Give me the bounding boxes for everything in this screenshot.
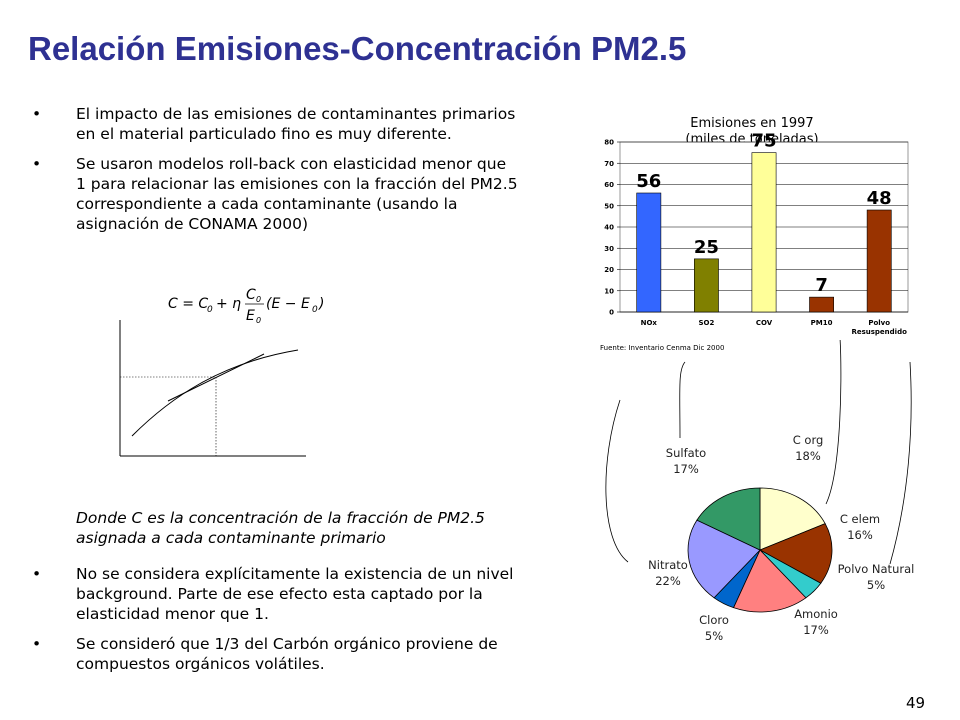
x-tick-label: SO2 <box>698 319 714 327</box>
svg-text:0: 0 <box>312 305 318 315</box>
y-tick-label: 10 <box>604 287 614 295</box>
x-tick-label: Resuspendido <box>851 328 907 336</box>
bar-value-label: 75 <box>751 131 776 152</box>
bullet-list-bottom: No se considera explícitamente la existe… <box>30 564 520 684</box>
pie-label-name: Nitrato <box>648 558 688 572</box>
pie-label-percent: 5% <box>705 629 723 643</box>
pie-slice <box>759 523 833 584</box>
pie-label-percent: 17% <box>673 462 699 476</box>
bar-value-label: 48 <box>867 188 892 209</box>
svg-text:C: C <box>246 287 256 303</box>
pie-label-percent: 5% <box>867 578 885 592</box>
y-tick-label: 20 <box>604 266 614 274</box>
bar-value-label: 25 <box>694 237 719 258</box>
formula-note: Donde C es la concentración de la fracci… <box>76 509 485 547</box>
svg-text:(E − E: (E − E <box>266 296 310 312</box>
pie-label-name: Cloro <box>699 613 729 627</box>
pie-leader-lines <box>605 340 912 565</box>
elasticity-sketch <box>119 320 306 457</box>
pie-label-percent: 18% <box>795 449 821 463</box>
bar <box>636 192 662 313</box>
svg-text:0: 0 <box>207 305 213 315</box>
y-tick-label: 60 <box>604 181 614 189</box>
x-tick-label: PM10 <box>811 319 833 327</box>
bullet-impact: El impacto de las emisiones de contamina… <box>30 104 520 144</box>
bar-chart-source: Fuente: Inventario Cenma Dic 2000 <box>600 344 724 352</box>
bar-chart-title-line1: Emisiones en 1997 <box>690 116 813 131</box>
y-tick-label: 70 <box>604 160 614 168</box>
y-tick-label: 30 <box>604 245 614 253</box>
bar <box>751 152 777 313</box>
slide-title: Relación Emisiones-Concentración PM2.5 <box>28 30 687 67</box>
emissions-bar-chart: Emisiones en 1997 (miles de toneladas) 0… <box>600 116 909 352</box>
pie-label-percent: 22% <box>655 574 681 588</box>
pie-label-name: Polvo Natural <box>838 562 915 576</box>
y-tick-label: 0 <box>609 309 614 317</box>
y-tick-label: 50 <box>604 202 614 210</box>
pie-slice <box>696 487 761 551</box>
bar-value-label: 7 <box>815 275 828 296</box>
bullet-carbon: Se consideró que 1/3 del Carbón orgánico… <box>30 634 520 674</box>
svg-text:0: 0 <box>256 295 261 304</box>
pm25-composition-pie: C org 18% C elem 16% Polvo Natural 5% Amonio 17… <box>605 340 914 643</box>
bullet-list-top: El impacto de las emisiones de contamina… <box>30 104 520 244</box>
svg-text:): ) <box>318 296 324 312</box>
pie-label-percent: 17% <box>803 623 829 637</box>
pie-slice <box>732 549 807 613</box>
pie-slice <box>687 519 761 599</box>
pie-label-name: C elem <box>840 512 880 526</box>
x-tick-label: COV <box>756 319 773 327</box>
svg-text:C = C: C = C <box>168 296 208 312</box>
leader-line <box>889 361 912 565</box>
x-tick-label: NOx <box>641 319 658 327</box>
pie-slices <box>687 487 833 613</box>
leader-line <box>825 340 842 505</box>
x-tick-label: Polvo <box>868 319 890 327</box>
page-number: 49 <box>906 694 926 712</box>
pie-label-name: C org <box>793 433 824 447</box>
bar <box>809 296 834 313</box>
bullet-rollback: Se usaron modelos roll-back con elastici… <box>30 154 520 234</box>
pie-label-percent: 16% <box>847 528 873 542</box>
svg-text:E: E <box>246 308 255 324</box>
y-tick-label: 80 <box>604 139 614 147</box>
pie-slice <box>759 487 826 551</box>
svg-text:+ η: + η <box>216 296 241 312</box>
bar <box>694 258 719 313</box>
bullet-background: No se considera explícitamente la existe… <box>30 564 520 624</box>
bar-value-label: 56 <box>636 171 661 192</box>
y-tick-label: 40 <box>604 224 614 232</box>
pie-labels: C org 18% C elem 16% Polvo Natural 5% Amonio 17… <box>648 433 914 643</box>
pie-label-name: Sulfato <box>666 446 706 460</box>
leader-line <box>605 399 629 563</box>
leader-line <box>679 361 686 439</box>
pie-label-name: Amonio <box>794 607 838 621</box>
bar-chart-bars <box>636 152 892 313</box>
svg-text:0: 0 <box>256 316 261 325</box>
bar <box>866 209 892 313</box>
